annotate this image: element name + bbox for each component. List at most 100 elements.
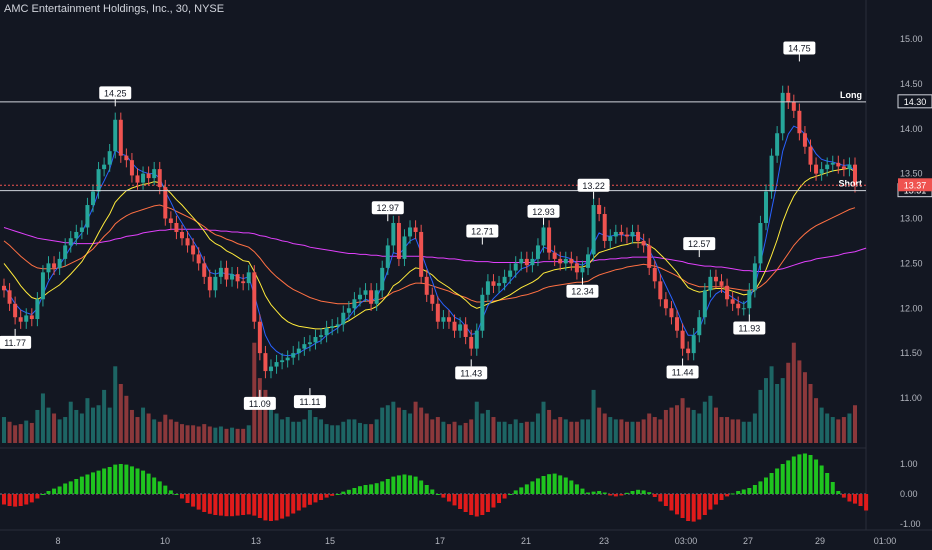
candle-body [102, 164, 107, 170]
volume-bar [313, 417, 318, 443]
volume-bar [13, 425, 18, 443]
osc-bar [630, 491, 635, 494]
time-tick-label: 15 [325, 536, 335, 546]
chart-title: AMC Entertainment Holdings, Inc., 30, NY… [4, 3, 225, 15]
ma-slow-line [3, 204, 856, 305]
volume-bar [24, 420, 29, 443]
volume-bar [458, 425, 463, 443]
candle-body [641, 240, 646, 246]
osc-bar [725, 494, 730, 497]
osc-bar [480, 494, 485, 515]
candle-body [341, 312, 346, 325]
volume-bar [419, 407, 424, 443]
osc-bar [752, 485, 757, 494]
level-name-label: Long [840, 90, 862, 100]
volume-bar [90, 407, 95, 443]
volume-bar [7, 421, 12, 443]
candle-body [791, 101, 796, 111]
osc-bar [713, 494, 718, 505]
candle-body [530, 258, 535, 266]
osc-bar [647, 492, 652, 494]
osc-bar [124, 464, 129, 494]
volume-bar [741, 421, 746, 443]
osc-bar [652, 494, 657, 497]
osc-bar [268, 494, 273, 521]
candle-body [814, 164, 819, 174]
candle-body [446, 317, 451, 322]
osc-bar [702, 494, 707, 515]
osc-bar [608, 494, 613, 496]
osc-bar [346, 489, 351, 494]
osc-bar [35, 494, 40, 499]
candle-body [452, 321, 457, 331]
osc-bar [513, 490, 518, 494]
price-label-box [683, 237, 716, 251]
volume-bar [830, 417, 835, 443]
candle-body [819, 169, 824, 174]
volume-bar [357, 422, 362, 443]
time-tick-label: 10 [160, 536, 170, 546]
osc-bar [40, 494, 45, 495]
candle-body [524, 258, 529, 266]
osc-bar [808, 455, 813, 494]
osc-bar [102, 468, 107, 494]
candle-body [474, 330, 479, 349]
osc-bar [641, 490, 646, 494]
osc-bar [241, 494, 246, 515]
price-label-text: 12.34 [571, 287, 594, 297]
volume-bar [424, 413, 429, 443]
price-label-text: 14.25 [104, 88, 127, 98]
osc-bar [24, 494, 29, 505]
osc-bar [13, 494, 18, 507]
candle-body [769, 155, 774, 192]
volume-bar [602, 413, 607, 443]
osc-bar [430, 489, 435, 494]
candle-body [736, 303, 741, 309]
candle-body [24, 315, 29, 322]
volume-bar [218, 426, 223, 443]
candle-body [624, 234, 629, 237]
volume-bar [480, 413, 485, 443]
candle-body [257, 321, 262, 354]
candle-body [541, 227, 546, 246]
candle-body [764, 191, 769, 223]
candle-body [836, 162, 841, 167]
osc-bar [547, 474, 552, 494]
candle-body [691, 335, 696, 354]
volume-bar [413, 401, 418, 443]
time-tick-label: 23 [599, 536, 609, 546]
candle-body [697, 317, 702, 336]
volume-bar [363, 424, 368, 443]
candle-body [118, 119, 123, 156]
osc-bar [814, 459, 819, 494]
candle-body [775, 133, 780, 156]
candle-body [218, 267, 223, 277]
osc-bar [741, 489, 746, 494]
osc-bar [602, 492, 607, 494]
last-price-tag [898, 178, 932, 192]
osc-bar [46, 491, 51, 494]
price-label-text: 11.11 [299, 397, 320, 407]
volume-bar [263, 389, 268, 443]
volume-bar [647, 413, 652, 443]
candle-body [296, 348, 301, 354]
osc-bar [853, 494, 857, 504]
volume-bar [847, 413, 852, 443]
volume-bar [46, 407, 51, 443]
candle-body [280, 360, 285, 363]
volume-bar [319, 419, 324, 443]
volume-bar [291, 421, 296, 443]
osc-bar [419, 480, 424, 494]
volume-bar [802, 372, 807, 443]
volume-bar [230, 427, 235, 443]
osc-bar [185, 494, 190, 503]
candle-body [52, 263, 57, 268]
volume-bar [597, 407, 602, 443]
osc-bar [747, 488, 752, 494]
volume-bar [168, 419, 173, 443]
volume-bar [558, 417, 563, 443]
volume-bar [719, 417, 724, 443]
price-tick-label: 12.50 [900, 258, 923, 268]
osc-bar [68, 481, 73, 494]
